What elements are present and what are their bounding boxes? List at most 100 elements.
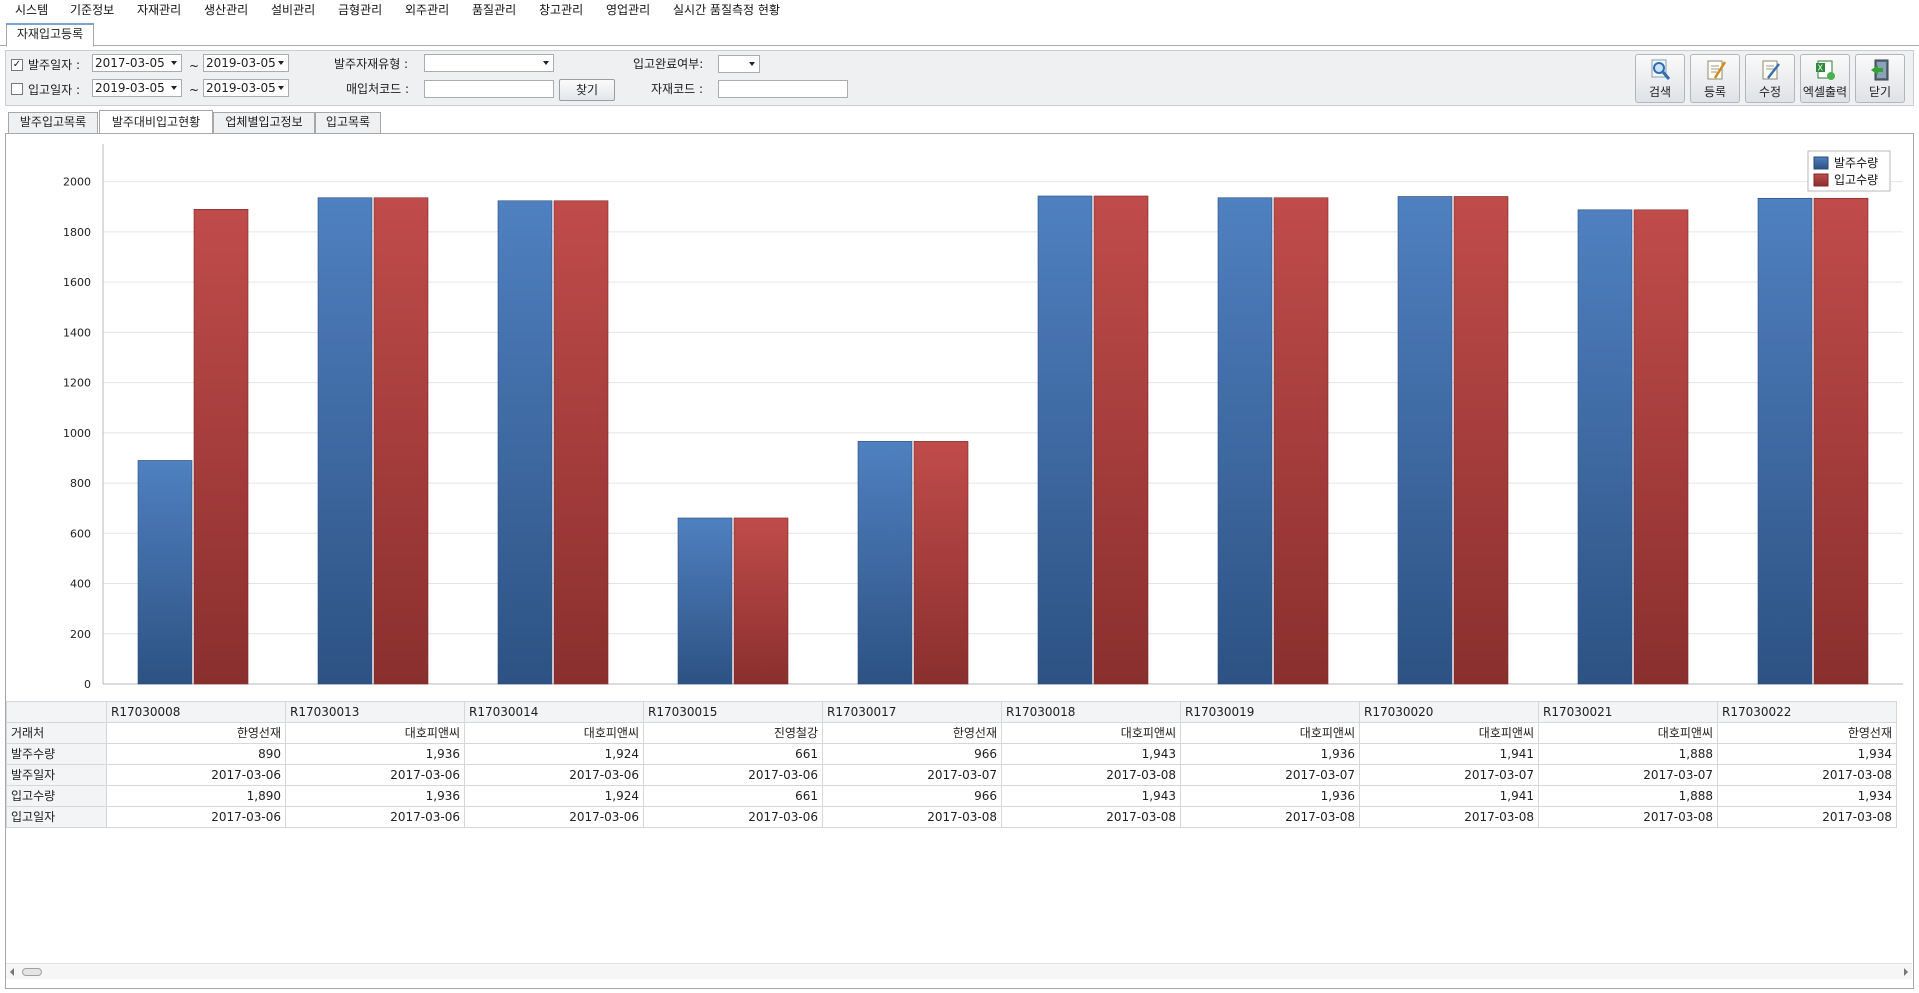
grid-cell[interactable]: 대호피앤씨 [1359, 722, 1539, 744]
grid-cell[interactable]: 1,924 [464, 785, 644, 807]
order-date-checkbox[interactable]: ✓ [11, 59, 23, 71]
grid-cell[interactable]: 한영선재 [822, 722, 1002, 744]
grid-cell[interactable]: 1,936 [285, 743, 465, 765]
grid-cell[interactable]: 2017-03-06 [285, 764, 465, 786]
grid-cell[interactable]: 2017-03-08 [1180, 806, 1360, 828]
grid-cell[interactable]: 한영선재 [1717, 722, 1897, 744]
grid-cell[interactable]: 2017-03-06 [106, 806, 286, 828]
grid-cell[interactable]: 2017-03-08 [1001, 806, 1181, 828]
grid-cell[interactable]: 2017-03-06 [643, 764, 823, 786]
grid-cell[interactable]: 2017-03-07 [1538, 764, 1718, 786]
material-type-select[interactable] [424, 54, 554, 72]
scroll-right-icon[interactable] [1904, 968, 1908, 976]
grid-cell[interactable]: 1,888 [1538, 743, 1718, 765]
menu-master-data[interactable]: 기준정보 [70, 3, 115, 17]
column-header[interactable]: R17030020 [1359, 701, 1539, 723]
tab-order-receiving-list[interactable]: 발주입고목록 [8, 112, 98, 133]
menu-mold[interactable]: 금형관리 [338, 3, 383, 17]
menu-warehouse[interactable]: 창고관리 [539, 3, 584, 17]
grid-cell[interactable]: 2017-03-08 [1717, 806, 1897, 828]
order-date-to[interactable]: 2019-03-05 [203, 54, 289, 72]
tab-order-vs-receiving[interactable]: 발주대비입고현황 [99, 110, 213, 134]
receive-date-to[interactable]: 2019-03-05 [203, 79, 289, 97]
column-header[interactable]: R17030017 [822, 701, 1002, 723]
tab-receiving-list[interactable]: 입고목록 [315, 112, 381, 133]
search-button[interactable]: 검색 [1635, 54, 1685, 103]
grid-cell[interactable]: 890 [106, 743, 286, 765]
grid-cell[interactable]: 2017-03-08 [1538, 806, 1718, 828]
bar-order-qty [857, 441, 913, 685]
menu-production[interactable]: 생산관리 [204, 3, 249, 17]
grid-cell[interactable]: 2017-03-07 [1180, 764, 1360, 786]
find-button[interactable]: 찾기 [559, 79, 615, 101]
grid-cell[interactable]: 대호피앤씨 [1180, 722, 1360, 744]
row-header: 발주일자 [6, 764, 107, 786]
column-header[interactable]: R17030008 [106, 701, 286, 723]
grid-cell[interactable]: 1,943 [1001, 785, 1181, 807]
grid-cell[interactable]: 1,941 [1359, 743, 1539, 765]
grid-cell[interactable]: 1,934 [1717, 743, 1897, 765]
grid-cell[interactable]: 1,934 [1717, 785, 1897, 807]
column-header[interactable]: R17030021 [1538, 701, 1718, 723]
grid-cell[interactable]: 2017-03-06 [643, 806, 823, 828]
grid-cell[interactable]: 2017-03-07 [822, 764, 1002, 786]
grid-cell[interactable]: 2017-03-06 [464, 806, 644, 828]
grid-cell[interactable]: 1,936 [1180, 743, 1360, 765]
grid-cell[interactable]: 1,941 [1359, 785, 1539, 807]
grid-cell[interactable]: 966 [822, 785, 1002, 807]
grid-cell[interactable]: 2017-03-06 [464, 764, 644, 786]
grid-cell[interactable]: 대호피앤씨 [285, 722, 465, 744]
form-tab-material-receiving[interactable]: 자재입고등록 [6, 23, 94, 47]
column-header[interactable]: R17030013 [285, 701, 465, 723]
order-date-from[interactable]: 2017-03-05 [92, 54, 182, 72]
grid-cell[interactable]: 대호피앤씨 [1001, 722, 1181, 744]
register-button[interactable]: 등록 [1690, 54, 1740, 103]
menu-material[interactable]: 자재관리 [137, 3, 182, 17]
menu-sales[interactable]: 영업관리 [606, 3, 651, 17]
column-header[interactable]: R17030022 [1717, 701, 1897, 723]
grid-cell[interactable]: 대호피앤씨 [1538, 722, 1718, 744]
grid-cell[interactable]: 2017-03-07 [1359, 764, 1539, 786]
tab-vendor-receiving-info[interactable]: 업체별입고정보 [213, 112, 315, 133]
grid-cell[interactable]: 1,936 [1180, 785, 1360, 807]
column-header[interactable]: R17030015 [643, 701, 823, 723]
menu-quality[interactable]: 품질관리 [472, 3, 517, 17]
grid-cell[interactable]: 한영선재 [106, 722, 286, 744]
grid-cell[interactable]: 2017-03-06 [285, 806, 465, 828]
scroll-thumb[interactable] [22, 968, 42, 976]
grid-cell[interactable]: 2017-03-08 [822, 806, 1002, 828]
grid-cell[interactable]: 1,936 [285, 785, 465, 807]
grid-cell[interactable]: 661 [643, 785, 823, 807]
receive-complete-select[interactable] [718, 55, 760, 73]
bar-chart: 0 200 400 600 800 1000 1200 1400 1600 1800 2000 발주수… [63, 144, 1903, 691]
close-button[interactable]: 닫기 [1855, 54, 1905, 103]
grid-cell[interactable]: 2017-03-06 [106, 764, 286, 786]
menu-system[interactable]: 시스템 [15, 3, 49, 17]
grid-cell[interactable]: 661 [643, 743, 823, 765]
grid-cell[interactable]: 1,890 [106, 785, 286, 807]
dropdown-arrow-icon [543, 61, 549, 65]
edit-button[interactable]: 수정 [1745, 54, 1795, 103]
receive-date-checkbox[interactable] [11, 83, 23, 95]
excel-export-button[interactable]: X 엑셀출력 [1800, 54, 1850, 103]
horizontal-scrollbar[interactable] [6, 963, 1912, 979]
menu-outsourcing[interactable]: 외주관리 [405, 3, 450, 17]
grid-cell[interactable]: 진영철강 [643, 722, 823, 744]
scroll-left-icon[interactable] [10, 968, 14, 976]
grid-cell[interactable]: 1,924 [464, 743, 644, 765]
grid-cell[interactable]: 1,943 [1001, 743, 1181, 765]
column-header[interactable]: R17030019 [1180, 701, 1360, 723]
vendor-code-input[interactable] [424, 80, 554, 98]
menu-realtime-quality[interactable]: 실시간 품질측정 현황 [673, 3, 780, 17]
material-code-input[interactable] [718, 80, 848, 98]
column-header[interactable]: R17030018 [1001, 701, 1181, 723]
receive-date-from[interactable]: 2019-03-05 [92, 79, 182, 97]
grid-cell[interactable]: 966 [822, 743, 1002, 765]
grid-cell[interactable]: 1,888 [1538, 785, 1718, 807]
grid-cell[interactable]: 2017-03-08 [1717, 764, 1897, 786]
grid-cell[interactable]: 2017-03-08 [1001, 764, 1181, 786]
menu-equipment[interactable]: 설비관리 [271, 3, 316, 17]
grid-cell[interactable]: 대호피앤씨 [464, 722, 644, 744]
column-header[interactable]: R17030014 [464, 701, 644, 723]
grid-cell[interactable]: 2017-03-08 [1359, 806, 1539, 828]
